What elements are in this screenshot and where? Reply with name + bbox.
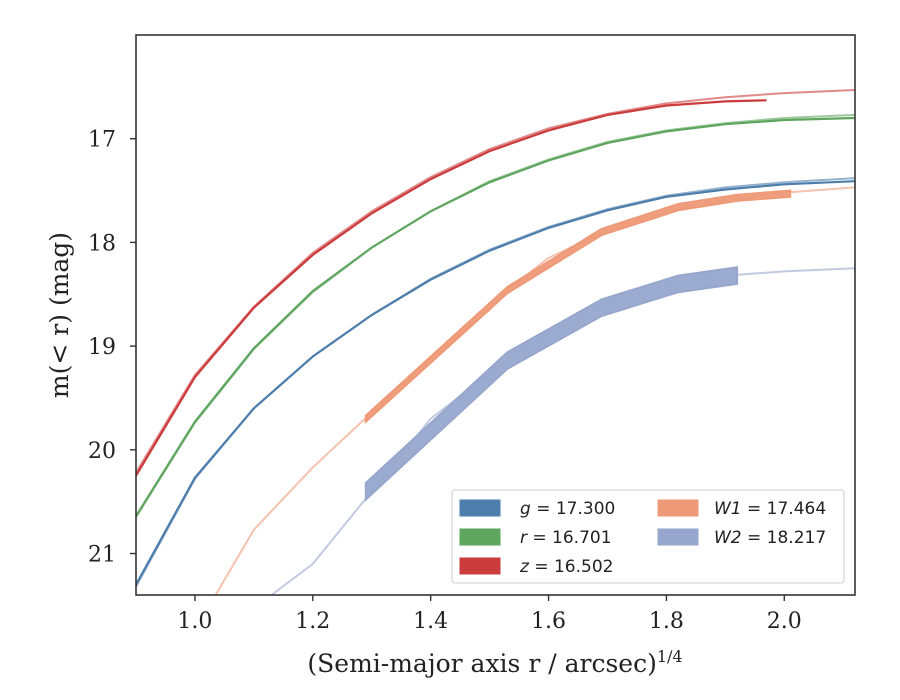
x-axis-label: (Semi-major axis r / arcsec)1/4 <box>307 647 682 678</box>
y-tick-label: 19 <box>88 335 116 360</box>
legend-label-z: z = 16.502 <box>519 557 613 577</box>
legend-label-w2: W2 = 18.217 <box>714 528 826 548</box>
y-axis: 17 18 19 20 21 <box>88 128 136 568</box>
x-tick-label: 1.6 <box>531 609 566 634</box>
legend-swatch-z <box>459 557 501 575</box>
x-tick-label: 1.2 <box>295 609 330 634</box>
legend-swatch-g <box>459 499 501 517</box>
x-tick-label: 1.8 <box>649 609 684 634</box>
legend-swatch-w2 <box>657 528 699 546</box>
series-g-measured-line <box>136 180 855 586</box>
x-axis: 1.0 1.2 1.4 1.6 1.8 2.0 <box>177 595 802 634</box>
y-tick-label: 21 <box>88 543 116 568</box>
y-tick-label: 18 <box>88 231 116 256</box>
plot-frame <box>135 34 856 596</box>
series-w1-measured-band <box>364 189 792 425</box>
legend-swatch-r <box>459 528 501 546</box>
y-tick-label: 17 <box>88 128 116 153</box>
legend-label-w1: W1 = 17.464 <box>714 499 826 519</box>
legend: g = 17.300 r = 16.701 z = 16.502 W1 = 17.46… <box>451 489 845 584</box>
plot-area <box>136 89 855 595</box>
legend-label-g: g = 17.300 <box>520 499 615 519</box>
y-tick-label: 20 <box>88 439 116 464</box>
x-tick-label: 1.0 <box>177 609 212 634</box>
series-w2-measured-band <box>364 266 739 502</box>
series-z-measured-line <box>136 99 767 477</box>
legend-swatch-w1 <box>657 499 699 517</box>
x-tick-label: 2.0 <box>767 609 802 634</box>
y-axis-label: m(< r) (mag) <box>45 232 74 398</box>
series-r-measured-line <box>136 116 855 517</box>
legend-label-r: r = 16.701 <box>520 528 612 548</box>
series-r-model-line <box>136 113 855 518</box>
series-z-model-line <box>136 89 855 474</box>
x-tick-label: 1.4 <box>413 609 448 634</box>
legend-frame <box>451 489 845 584</box>
